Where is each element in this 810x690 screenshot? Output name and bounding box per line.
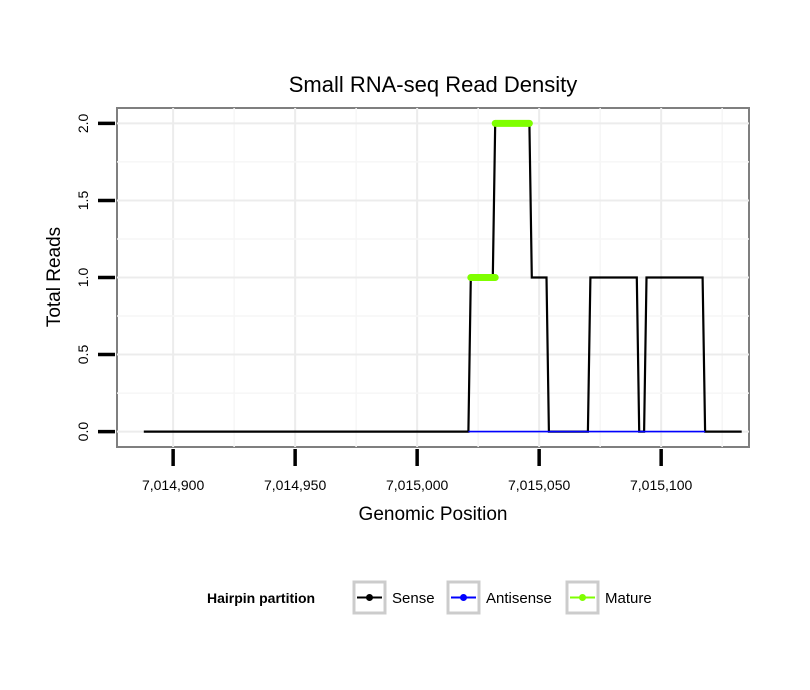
legend-label-sense: Sense bbox=[392, 590, 435, 607]
y-tick-label: 0.5 bbox=[75, 345, 91, 365]
legend-label-mature: Mature bbox=[605, 590, 652, 607]
series-layer bbox=[143, 119, 742, 433]
y-tick-label: 1.0 bbox=[75, 268, 91, 288]
x-axis-title: Genomic Position bbox=[359, 504, 508, 525]
legend-title: Hairpin partition bbox=[207, 590, 315, 606]
y-axis: 0.0 0.5 1.0 1.5 2.0 bbox=[75, 113, 115, 441]
x-tick-label: 7,014,950 bbox=[264, 477, 326, 493]
y-tick-label: 0.0 bbox=[75, 422, 91, 442]
x-tick-label: 7,014,900 bbox=[142, 477, 204, 493]
grid-lines bbox=[117, 108, 749, 447]
legend-label-antisense: Antisense bbox=[486, 590, 552, 607]
y-tick-label: 2.0 bbox=[75, 113, 91, 133]
legend-key-point bbox=[366, 594, 373, 601]
legend: Hairpin partition Sense Antisense Mature bbox=[207, 580, 652, 615]
x-tick-label: 7,015,050 bbox=[508, 477, 570, 493]
y-axis-title: Total Reads bbox=[44, 227, 65, 327]
x-tick-label: 7,015,100 bbox=[630, 477, 692, 493]
legend-key-point bbox=[460, 594, 467, 601]
y-tick-label: 1.5 bbox=[75, 191, 91, 211]
chart-title: Small RNA-seq Read Density bbox=[289, 72, 578, 97]
legend-key-point bbox=[579, 594, 586, 601]
x-tick-label: 7,015,000 bbox=[386, 477, 448, 493]
x-axis: 7,014,900 7,014,950 7,015,000 7,015,050 7,01… bbox=[142, 449, 693, 493]
